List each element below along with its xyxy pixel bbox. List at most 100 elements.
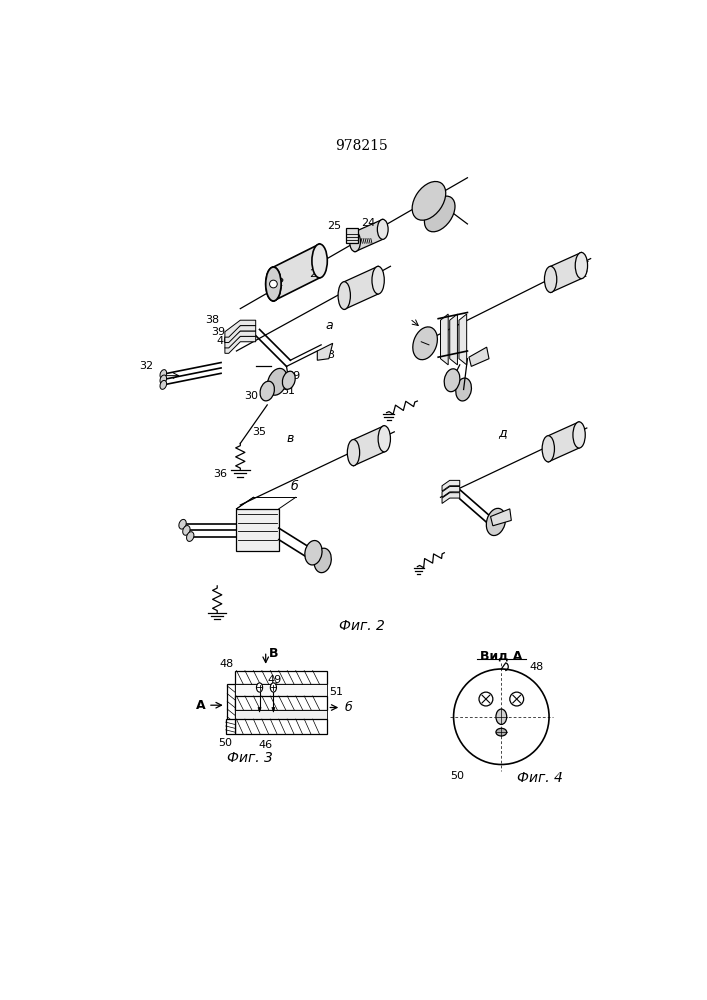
- Text: A: A: [196, 699, 206, 712]
- Circle shape: [269, 280, 277, 288]
- Text: 51: 51: [329, 687, 344, 697]
- Ellipse shape: [260, 381, 274, 401]
- Text: 2: 2: [276, 278, 284, 288]
- Text: Фиг. 3: Фиг. 3: [228, 751, 273, 765]
- Ellipse shape: [257, 683, 262, 692]
- Ellipse shape: [160, 375, 167, 384]
- Ellipse shape: [338, 282, 351, 309]
- Polygon shape: [549, 422, 579, 462]
- Text: Фиг. 2: Фиг. 2: [339, 619, 385, 633]
- Ellipse shape: [270, 683, 276, 692]
- Text: 40: 40: [216, 336, 230, 346]
- Ellipse shape: [456, 378, 472, 401]
- Ellipse shape: [496, 709, 507, 724]
- Text: 49: 49: [267, 675, 281, 685]
- Ellipse shape: [424, 196, 455, 232]
- Circle shape: [510, 692, 524, 706]
- Polygon shape: [450, 314, 457, 365]
- Ellipse shape: [542, 436, 554, 462]
- Ellipse shape: [312, 244, 327, 278]
- Ellipse shape: [378, 219, 388, 239]
- Text: 32: 32: [139, 361, 153, 371]
- Text: 2: 2: [581, 269, 588, 279]
- Circle shape: [454, 669, 549, 764]
- Text: а: а: [325, 319, 333, 332]
- Polygon shape: [442, 487, 460, 497]
- FancyBboxPatch shape: [235, 684, 327, 696]
- Polygon shape: [274, 244, 320, 301]
- Polygon shape: [225, 326, 256, 343]
- Text: 29: 29: [286, 371, 300, 381]
- Text: 30: 30: [244, 391, 258, 401]
- Ellipse shape: [350, 232, 361, 252]
- Text: 28: 28: [310, 269, 324, 279]
- Polygon shape: [317, 343, 333, 360]
- Polygon shape: [258, 708, 261, 712]
- Ellipse shape: [179, 519, 186, 529]
- FancyBboxPatch shape: [226, 719, 235, 734]
- Text: Фиг. 4: Фиг. 4: [517, 771, 563, 785]
- Ellipse shape: [160, 370, 167, 379]
- Polygon shape: [442, 480, 460, 491]
- Text: Вид А: Вид А: [480, 650, 522, 663]
- Text: 48: 48: [529, 662, 543, 672]
- Ellipse shape: [496, 728, 507, 736]
- FancyBboxPatch shape: [235, 671, 327, 684]
- Text: 48: 48: [219, 659, 233, 669]
- Text: 33: 33: [321, 350, 335, 360]
- Text: 25: 25: [327, 221, 341, 231]
- Text: 50: 50: [450, 771, 464, 781]
- Text: б: б: [291, 480, 298, 493]
- Ellipse shape: [347, 440, 360, 466]
- Ellipse shape: [314, 548, 332, 573]
- Ellipse shape: [266, 267, 281, 301]
- Text: 978215: 978215: [336, 139, 388, 153]
- Polygon shape: [491, 509, 511, 526]
- Ellipse shape: [187, 532, 194, 541]
- Text: 20: 20: [428, 183, 442, 193]
- FancyBboxPatch shape: [346, 228, 358, 243]
- Text: 36: 36: [214, 469, 227, 479]
- Ellipse shape: [573, 422, 585, 448]
- Ellipse shape: [282, 371, 296, 389]
- Ellipse shape: [305, 541, 322, 565]
- Circle shape: [479, 692, 493, 706]
- Ellipse shape: [575, 252, 588, 279]
- Polygon shape: [440, 314, 448, 365]
- Polygon shape: [469, 347, 489, 366]
- FancyBboxPatch shape: [235, 710, 327, 719]
- Polygon shape: [354, 426, 385, 466]
- Polygon shape: [225, 336, 256, 353]
- Polygon shape: [459, 314, 467, 365]
- Polygon shape: [355, 219, 382, 252]
- Ellipse shape: [444, 369, 460, 392]
- FancyBboxPatch shape: [236, 509, 279, 551]
- Ellipse shape: [544, 266, 557, 292]
- Ellipse shape: [412, 181, 445, 220]
- Text: 46: 46: [259, 740, 273, 750]
- Polygon shape: [344, 266, 378, 309]
- Polygon shape: [551, 252, 581, 292]
- Text: д: д: [498, 426, 506, 439]
- Text: 50: 50: [218, 738, 233, 748]
- FancyBboxPatch shape: [235, 719, 327, 734]
- Ellipse shape: [413, 327, 438, 360]
- Text: б: б: [344, 701, 352, 714]
- Text: 24: 24: [361, 218, 375, 228]
- Polygon shape: [272, 708, 275, 712]
- Text: 31: 31: [281, 386, 295, 396]
- Ellipse shape: [372, 266, 385, 294]
- FancyBboxPatch shape: [235, 696, 327, 710]
- Polygon shape: [225, 331, 256, 348]
- Text: 39: 39: [211, 327, 225, 337]
- FancyBboxPatch shape: [227, 684, 235, 732]
- Ellipse shape: [378, 426, 390, 452]
- Polygon shape: [442, 493, 460, 503]
- Text: 38: 38: [205, 315, 219, 325]
- Ellipse shape: [182, 526, 190, 535]
- Text: B: B: [269, 647, 279, 660]
- Text: в: в: [286, 432, 294, 445]
- Ellipse shape: [267, 368, 287, 395]
- Polygon shape: [225, 320, 256, 337]
- Text: г: г: [581, 258, 588, 271]
